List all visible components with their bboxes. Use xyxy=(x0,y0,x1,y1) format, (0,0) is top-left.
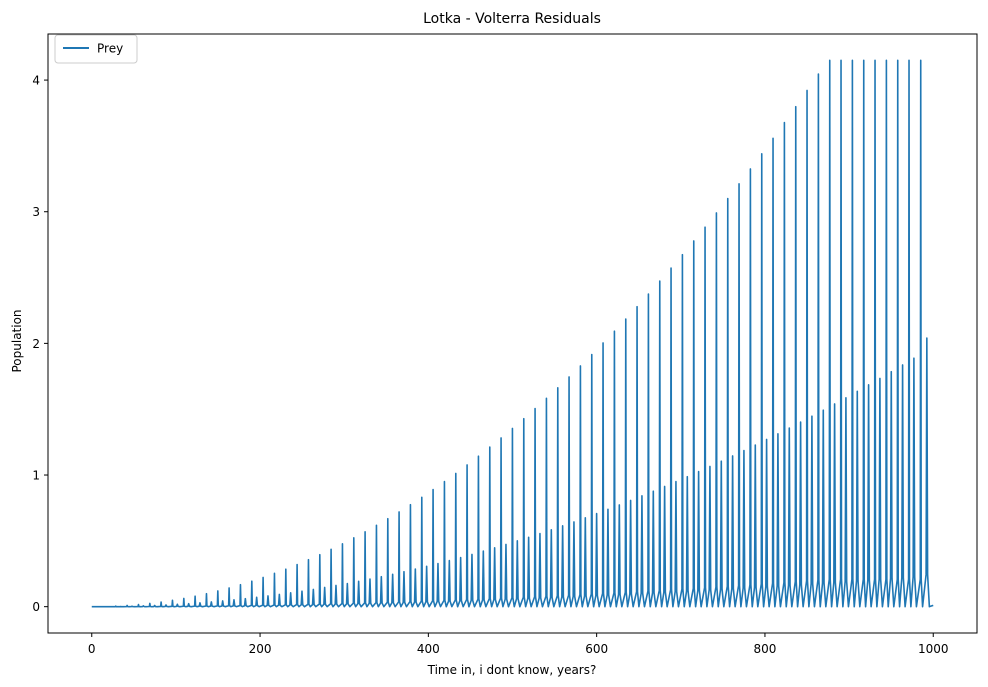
legend: Prey xyxy=(54,34,138,64)
x-tick-label: 800 xyxy=(753,642,776,656)
x-axis: 0 200 400 600 800 1000 xyxy=(88,633,949,656)
y-tick-label: 3 xyxy=(32,205,40,219)
legend-box xyxy=(54,34,138,64)
series-line-prey xyxy=(91,59,934,608)
y-tick-label: 1 xyxy=(32,469,40,483)
plot-area xyxy=(47,33,978,634)
y-axis-label: Population xyxy=(10,309,24,372)
legend-label-prey: Prey xyxy=(97,42,123,56)
x-tick-label: 1000 xyxy=(918,642,949,656)
series-layer xyxy=(91,59,934,608)
chart-title: Lotka - Volterra Residuals xyxy=(423,11,601,27)
y-tick-label: 0 xyxy=(32,600,40,614)
x-tick-label: 400 xyxy=(417,642,440,656)
y-axis: 0 1 2 3 4 xyxy=(32,74,48,614)
x-tick-label: 600 xyxy=(585,642,608,656)
y-tick-label: 4 xyxy=(32,74,40,88)
axes-frame xyxy=(47,33,978,634)
x-axis-label: Time in, i dont know, years? xyxy=(427,663,597,677)
x-tick-label: 0 xyxy=(88,642,96,656)
x-tick-label: 200 xyxy=(249,642,272,656)
y-tick-label: 2 xyxy=(32,337,40,351)
